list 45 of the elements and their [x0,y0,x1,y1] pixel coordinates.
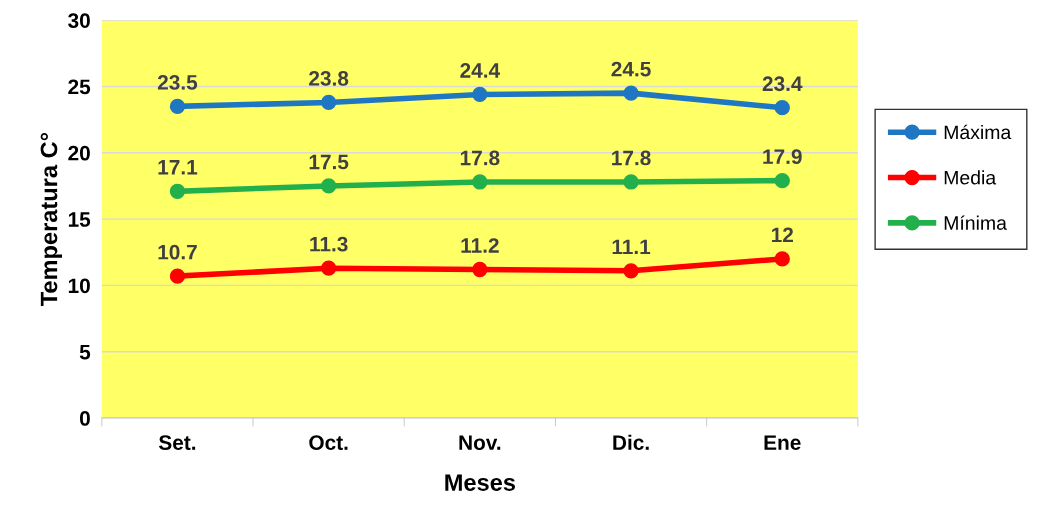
point [623,85,639,101]
y-tick-label: 20 [68,145,90,161]
data-label: 17.9 [763,149,802,165]
data-label: 24.5 [611,61,651,77]
legend-label: Mínima [944,215,1007,230]
point [321,94,337,111]
data-label: 11.2 [461,238,499,253]
data-label: 10.7 [158,244,197,260]
y-tick-label: 10 [68,278,90,294]
data-label: 11.3 [310,236,348,252]
point [169,183,186,199]
point [321,178,337,194]
y-tick-label: 15 [68,212,91,227]
x-tick-label: Dic. [613,434,649,450]
data-label: 17.1 [158,160,198,175]
x-tick-label: Set. [158,435,196,450]
data-label: 24.4 [460,63,501,78]
data-label: 17.8 [460,150,500,166]
x-tick-label: Oct. [309,435,348,450]
point [472,261,488,278]
data-label: 23.8 [309,71,349,86]
point [623,263,639,279]
point [472,86,488,103]
data-label: 17.8 [612,150,651,166]
y-tick-label: 5 [79,344,91,360]
y-tick-label: 0 [79,411,90,426]
legend-label: Máxima [944,124,1012,140]
data-label: 11.1 [612,239,651,255]
x-axis-title: Meses [445,474,515,491]
point [774,100,790,116]
x-tick-label: Nov. [459,435,501,450]
data-label: 12 [771,227,793,243]
point [623,174,639,190]
x-tick-label: Ene [764,435,801,450]
point [472,174,488,190]
point [169,98,186,115]
point [774,251,790,267]
y-tick-label: 30 [68,13,90,28]
data-label: 17.5 [309,154,349,170]
point [321,260,337,276]
point [774,173,790,189]
point [169,268,186,284]
y-tick-label: 25 [68,79,91,95]
y-axis-title: Temperatura C° [40,132,63,307]
legend-label: Media [944,170,997,185]
